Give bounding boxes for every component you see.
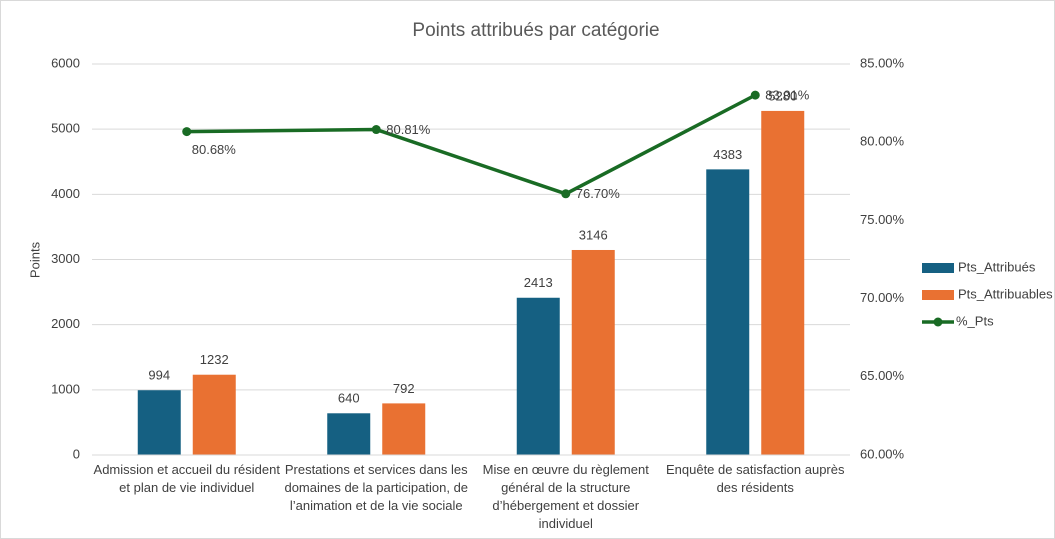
line-value-label: 80.68% [192,142,237,157]
line-value-label: 76.70% [576,186,621,201]
bar [706,169,750,455]
bar [192,374,236,455]
y2-tick-label: 80.00% [860,134,905,149]
x-tick-label: Prestations et services dans les domaine… [284,462,469,513]
bar [516,297,560,455]
line-point [561,189,571,199]
bar [327,413,371,455]
bar-value-label: 792 [393,381,415,396]
legend-marker [933,317,943,327]
y2-tick-label: 85.00% [860,55,905,70]
x-tick-label-box: Enquête de satisfaction auprès des résid… [665,462,845,495]
y2-tick-label: 60.00% [860,446,905,461]
chart-title: Points attribués par catégorie [412,20,659,41]
bar-value-label: 640 [338,391,360,406]
legend-label: %_Pts [956,313,994,328]
bar-value-label: 994 [148,368,170,383]
y2-tick-label: 65.00% [860,368,905,383]
y-tick-label: 6000 [51,55,80,70]
legend-label: Pts_Attribués [958,259,1036,274]
x-tick-label-box: Admission et accueil du résident et plan… [93,462,280,495]
y-tick-label: 2000 [51,316,80,331]
y-tick-label: 5000 [51,121,80,136]
line-value-label: 83.01% [765,88,810,103]
line [186,93,757,196]
x-tick-label: Enquête de satisfaction auprès des résid… [665,462,845,495]
line-point [182,127,192,137]
y-tick-label: 4000 [51,186,80,201]
x-tick-label-box: Mise en œuvre du règlement général de la… [482,462,649,531]
line-value-label: 80.81% [386,122,431,137]
bar [571,249,615,455]
y-tick-label: 0 [73,446,80,461]
y2-tick-label: 75.00% [860,212,905,227]
y-tick-label: 1000 [51,381,80,396]
bar-value-label: 2413 [524,275,553,290]
line-point [371,125,381,135]
y-tick-label: 3000 [51,251,80,266]
legend-swatch [922,290,954,300]
bar [137,390,181,455]
bar-value-label: 1232 [200,352,229,367]
line-point [750,90,760,100]
bar-value-label: 4383 [713,147,742,162]
bar-value-label: 3146 [579,227,608,242]
x-tick-label: Admission et accueil du résident et plan… [93,462,280,495]
bar [382,403,426,455]
x-tick-label: Mise en œuvre du règlement général de la… [482,462,649,531]
bar-value-label: 5280 [768,88,797,103]
y-axis-title: Points [27,241,42,278]
legend-swatch [922,263,954,273]
legend-label: Pts_Attribuables [958,286,1053,301]
y2-tick-label: 70.00% [860,290,905,305]
bar [761,110,805,456]
x-tick-label-box: Prestations et services dans les domaine… [284,462,469,513]
